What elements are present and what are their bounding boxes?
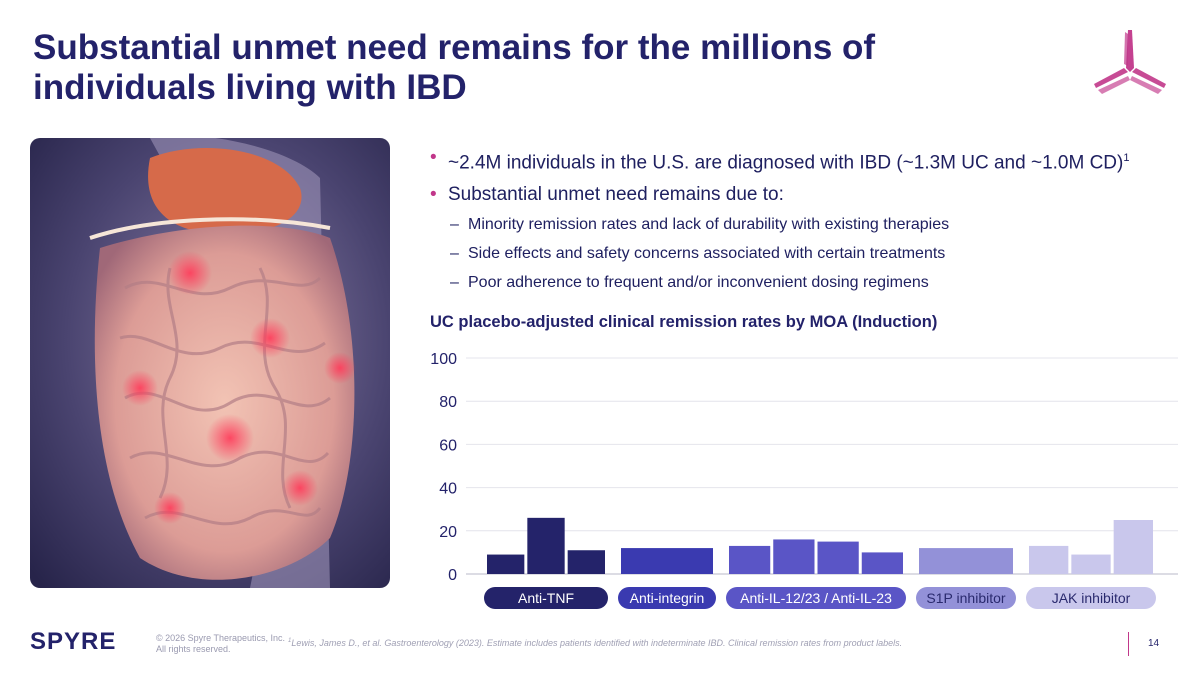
sub-bullet-text: Minority remission rates and lack of dur… (468, 216, 950, 234)
category-label: Anti-TNF (518, 590, 574, 606)
footer-divider (1128, 632, 1129, 656)
bar (729, 545, 771, 574)
copyright-line: All rights reserved. (156, 644, 231, 654)
sub-bullet-dash: – (450, 216, 459, 234)
bullet-item: • Substantial unmet need remains due to: (430, 181, 1180, 209)
category-pill (916, 587, 1016, 609)
remission-rate-chart: 0 20 40 60 80 100 Anti-TNF Anti-integrin Anti-IL… (430, 351, 1178, 609)
bar (861, 552, 903, 574)
svg-text:SPYRE: SPYRE (30, 628, 116, 654)
bar (487, 554, 525, 574)
y-tick-label: 80 (439, 394, 457, 411)
bar (1071, 554, 1111, 574)
sub-bullet-item: – Side effects and safety concerns assoc… (450, 242, 1180, 266)
footnote-marker: 1 (288, 638, 292, 644)
bar (621, 548, 713, 574)
bullet-text: ~2.4M individuals in the U.S. are diagno… (448, 152, 1130, 174)
y-tick-label: 60 (439, 437, 457, 454)
chart-title: UC placebo-adjusted clinical remission r… (430, 313, 938, 331)
y-tick-label: 40 (439, 481, 457, 498)
category-label: Anti-integrin (630, 590, 705, 606)
footnote: 1Lewis, James D., et al. Gastroenterolog… (288, 638, 902, 648)
y-tick-label: 0 (448, 567, 457, 584)
bar (817, 541, 859, 574)
intestine-illustration (30, 138, 390, 588)
slide-title: Substantial unmet need remains for the m… (33, 28, 876, 107)
copyright-line: © 2026 Spyre Therapeutics, Inc. (156, 633, 286, 643)
sub-bullet-dash: – (450, 245, 459, 263)
bullet-text: Substantial unmet need remains due to: (448, 184, 784, 206)
sub-bullet-item: – Poor adherence to frequent and/or inco… (450, 271, 1180, 295)
bar (567, 550, 605, 574)
footnote-ref: 1 (1123, 152, 1130, 164)
bar (527, 517, 565, 574)
y-tick-label: 20 (439, 524, 457, 541)
spyre-logo-mark-icon (1094, 30, 1166, 94)
page-number: 14 (1148, 638, 1160, 649)
bar (1113, 520, 1153, 574)
sub-bullet-text: Side effects and safety concerns associa… (468, 245, 946, 263)
category-pill (484, 587, 608, 609)
bullet-dot: • (430, 184, 437, 206)
footnote-text: Lewis, James D., et al. Gastroenterology… (291, 638, 903, 648)
category-pill (726, 587, 906, 609)
bullet-dot: • (430, 147, 437, 168)
category-label: Anti-IL-12/23 / Anti-IL-23 (740, 590, 892, 606)
sub-bullet-item: – Minority remission rates and lack of d… (450, 213, 1180, 237)
bullet-list: • ~2.4M individuals in the U.S. are diag… (430, 144, 1180, 300)
bar (1029, 545, 1069, 574)
sub-bullet-text: Poor adherence to frequent and/or inconv… (468, 274, 929, 292)
category-pill (618, 587, 716, 609)
bar (773, 539, 815, 574)
bar (919, 548, 1013, 574)
category-label: S1P inhibitor (926, 590, 1005, 606)
copyright: © 2026 Spyre Therapeutics, Inc. All righ… (156, 633, 285, 655)
category-label: JAK inhibitor (1052, 590, 1131, 606)
spyre-wordmark-logo: SPYRE (30, 628, 116, 654)
bullet-item: • ~2.4M individuals in the U.S. are diag… (430, 144, 1180, 177)
category-pill (1026, 587, 1156, 609)
sub-bullet-dash: – (450, 274, 459, 292)
y-tick-label: 100 (430, 351, 457, 368)
